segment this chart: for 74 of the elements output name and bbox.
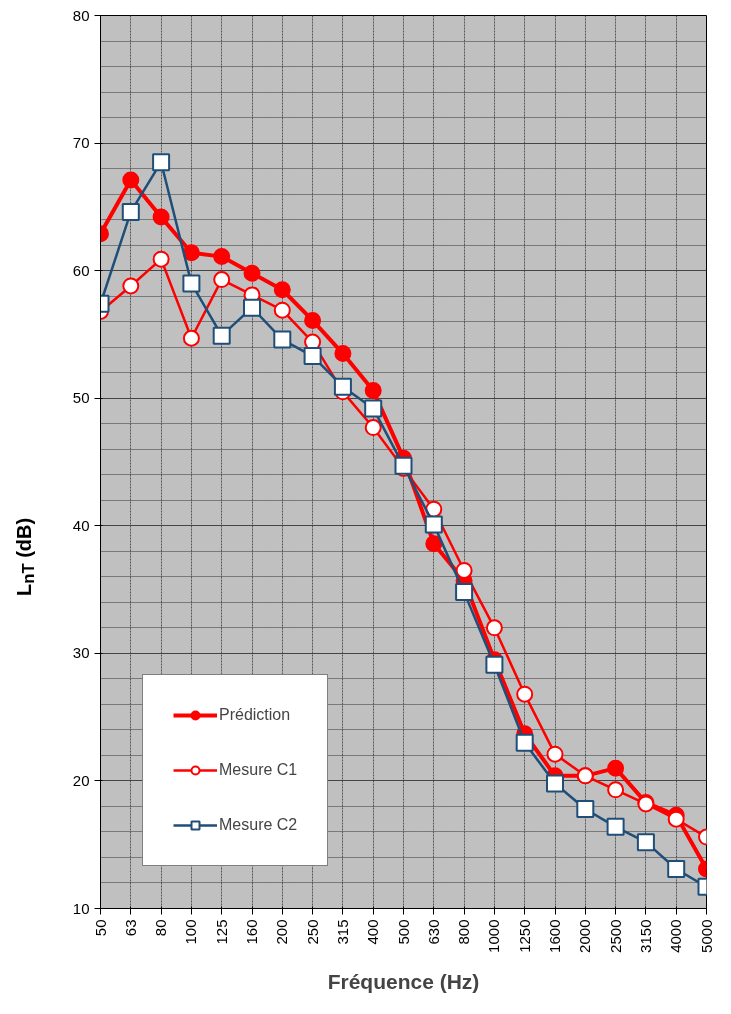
point bbox=[485, 619, 503, 637]
x-tick-label: 400 bbox=[364, 919, 382, 945]
x-tick-label: 160 bbox=[243, 919, 260, 945]
y-tick-label: 80 bbox=[72, 6, 90, 24]
x-tick-label: 3150 bbox=[636, 919, 654, 953]
point bbox=[213, 271, 231, 289]
x-tick-label: 500 bbox=[394, 919, 412, 945]
point bbox=[243, 264, 261, 282]
point bbox=[273, 281, 291, 299]
x-tick-label: 50 bbox=[91, 919, 109, 937]
point bbox=[243, 298, 261, 317]
point bbox=[546, 745, 564, 763]
point bbox=[606, 817, 625, 836]
point bbox=[485, 655, 504, 674]
point bbox=[122, 171, 140, 189]
x-tick-label: 315 bbox=[333, 919, 351, 945]
x-tick-label: 2000 bbox=[576, 919, 594, 953]
legend-label: Mesure C2 bbox=[219, 816, 298, 834]
point bbox=[576, 799, 595, 818]
point bbox=[212, 326, 231, 345]
x-tick-label: 1250 bbox=[515, 919, 533, 953]
point bbox=[516, 685, 534, 703]
point bbox=[182, 244, 200, 262]
point bbox=[273, 330, 292, 349]
point bbox=[636, 833, 655, 852]
point bbox=[515, 733, 534, 752]
point bbox=[334, 345, 352, 363]
point bbox=[152, 208, 170, 226]
legend-label: Mesure C1 bbox=[219, 761, 298, 779]
x-tick-label: 100 bbox=[182, 919, 200, 945]
y-tick-label: 30 bbox=[72, 644, 90, 662]
point bbox=[455, 583, 474, 602]
x-tick-label: 250 bbox=[303, 919, 321, 945]
point bbox=[607, 781, 625, 799]
point bbox=[304, 311, 322, 329]
x-tick-label: 630 bbox=[424, 919, 442, 945]
x-tick-label: 800 bbox=[455, 919, 473, 945]
point bbox=[425, 535, 443, 553]
y-tick-label: 10 bbox=[72, 899, 90, 917]
point bbox=[182, 274, 201, 293]
point bbox=[273, 301, 291, 319]
point bbox=[182, 329, 200, 347]
point bbox=[121, 202, 140, 221]
point bbox=[364, 419, 382, 437]
x-tick-label: 200 bbox=[273, 919, 291, 945]
x-tick-label: 4000 bbox=[667, 919, 685, 953]
x-tick-label: 1000 bbox=[485, 919, 503, 953]
point bbox=[364, 382, 382, 400]
y-tick-label: 20 bbox=[72, 771, 90, 789]
x-axis-title: Fréquence (Hz) bbox=[327, 969, 480, 993]
y-tick-label: 60 bbox=[72, 261, 90, 279]
point bbox=[424, 515, 443, 534]
point bbox=[152, 153, 171, 172]
point bbox=[667, 810, 685, 828]
point bbox=[607, 759, 625, 777]
y-tick-label: 40 bbox=[72, 516, 90, 534]
x-tick-label: 2500 bbox=[606, 919, 624, 953]
y-tick-label: 50 bbox=[72, 389, 90, 407]
point bbox=[667, 859, 686, 878]
point bbox=[303, 347, 322, 366]
point bbox=[333, 377, 352, 396]
point bbox=[122, 277, 140, 295]
x-tick-label: 63 bbox=[121, 919, 139, 937]
legend-label: Prédiction bbox=[219, 706, 291, 724]
point bbox=[364, 399, 383, 418]
point bbox=[455, 561, 473, 579]
point bbox=[546, 774, 564, 793]
y-tick-label: 70 bbox=[72, 134, 90, 152]
x-tick-label: 1600 bbox=[546, 919, 563, 953]
point bbox=[213, 248, 231, 266]
x-tick-label: 125 bbox=[212, 919, 230, 945]
point bbox=[152, 250, 170, 268]
x-tick-label: 5000 bbox=[697, 919, 715, 953]
x-tick-label: 80 bbox=[152, 919, 170, 937]
